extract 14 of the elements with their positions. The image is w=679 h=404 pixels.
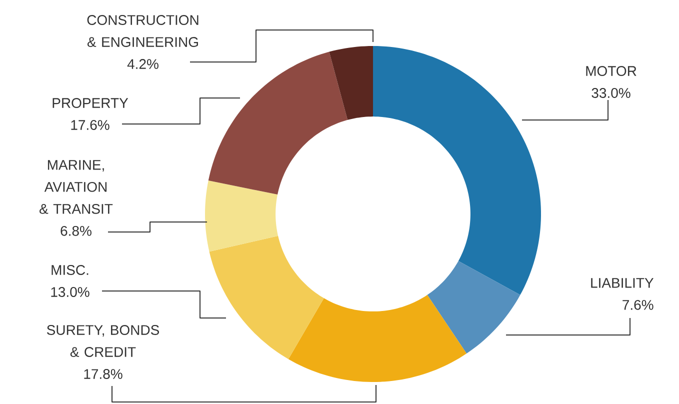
slice-label: MARINE, AVIATION & TRANSIT bbox=[40, 160, 113, 214]
data-label: 6.8% bbox=[60, 226, 92, 236]
slice-label: MISC. bbox=[52, 265, 88, 275]
slice-label: PROPERTY bbox=[52, 98, 128, 108]
data-label: 33.0% bbox=[592, 88, 630, 98]
data-label: 7.6% bbox=[622, 300, 654, 310]
slice-label: LIABILITY bbox=[591, 278, 654, 288]
slice-label: SURETY, BONDS & CREDIT bbox=[46, 325, 160, 357]
slice-label: CONSTRUCTION & ENGINEERING bbox=[87, 15, 198, 47]
data-label: 4.2% bbox=[127, 59, 158, 69]
slice-label: MOTOR bbox=[586, 66, 636, 76]
data-label: 17.6% bbox=[71, 120, 110, 130]
data-label: 17.8% bbox=[84, 369, 122, 379]
data-label: 13.0% bbox=[51, 287, 90, 297]
